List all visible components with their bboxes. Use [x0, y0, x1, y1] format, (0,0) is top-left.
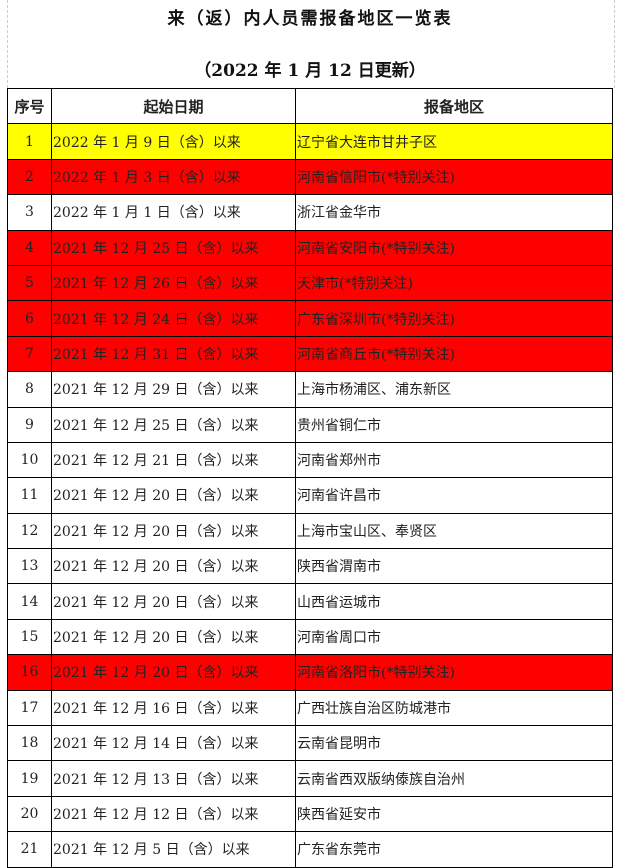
page-subtitle: （2022 年 1 月 12 日更新） [194, 61, 426, 81]
cell-region[interactable]: 河南省郑州市 [295, 441, 613, 479]
cell-date[interactable]: 2021 年 12 月 21 日（含）以来 [51, 441, 296, 479]
cell-region[interactable]: 河南省许昌市 [295, 477, 613, 514]
cell-region[interactable]: 河南省商丘市(*特别关注) [295, 335, 613, 373]
cell-no[interactable]: 7 [7, 335, 52, 373]
cell-date[interactable]: 2021 年 12 月 20 日（含）以来 [51, 618, 296, 656]
table-row: 17 2021 年 12 月 16 日（含）以来 广西壮族自治区防城港市 [7, 689, 613, 727]
cell-no[interactable]: 11 [7, 477, 52, 514]
cell-region[interactable]: 广东省深圳市(*特别关注) [295, 300, 613, 337]
cell-region[interactable]: 河南省安阳市(*特别关注) [295, 229, 613, 266]
cell-no[interactable]: 10 [7, 441, 52, 479]
table-row: 20 2021 年 12 月 12 日（含）以来 陕西省延安市 [7, 795, 613, 833]
cell-no[interactable]: 15 [7, 618, 52, 656]
table-row: 8 2021 年 12 月 29 日（含）以来 上海市杨浦区、浦东新区 [7, 371, 613, 408]
table-row: 7 2021 年 12 月 31 日（含）以来 河南省商丘市(*特别关注) [7, 335, 613, 373]
page-title: 来（返）内人员需报备地区一览表 [167, 9, 453, 29]
table-row: 6 2021 年 12 月 24 日（含）以来 广东省深圳市(*特别关注) [7, 300, 613, 337]
cell-region[interactable]: 陕西省渭南市 [295, 548, 613, 585]
cell-region[interactable]: 河南省洛阳市(*特别关注) [295, 654, 613, 691]
table-row: 16 2021 年 12 月 20 日（含）以来 河南省洛阳市(*特别关注) [7, 654, 613, 691]
cell-no[interactable]: 9 [7, 406, 52, 443]
cell-region[interactable]: 山西省运城市 [295, 583, 613, 620]
cell-region[interactable]: 广西壮族自治区防城港市 [295, 689, 613, 727]
table-row: 15 2021 年 12 月 20 日（含）以来 河南省周口市 [7, 618, 613, 656]
table-row: 13 2021 年 12 月 20 日（含）以来 陕西省渭南市 [7, 548, 613, 585]
table-row: 3 2022 年 1 月 1 日（含）以来 浙江省金华市 [7, 194, 613, 231]
cell-date[interactable]: 2022 年 1 月 3 日（含）以来 [51, 158, 296, 196]
table-row: 21 2021 年 12 月 5 日（含）以来 广东省东莞市 [7, 831, 613, 868]
table-row: 2 2022 年 1 月 3 日（含）以来 河南省信阳市(*特别关注) [7, 158, 613, 196]
table-row: 11 2021 年 12 月 20 日（含）以来 河南省许昌市 [7, 477, 613, 514]
cell-region[interactable]: 贵州省铜仁市 [295, 406, 613, 443]
table-row: 4 2021 年 12 月 25 日（含）以来 河南省安阳市(*特别关注) [7, 229, 613, 266]
cell-no[interactable]: 2 [7, 158, 52, 196]
cell-date[interactable]: 2021 年 12 月 5 日（含）以来 [51, 831, 296, 868]
cell-date[interactable]: 2021 年 12 月 13 日（含）以来 [51, 760, 296, 797]
cell-date[interactable]: 2021 年 12 月 14 日（含）以来 [51, 725, 296, 762]
cell-date[interactable]: 2021 年 12 月 20 日（含）以来 [51, 548, 296, 585]
cell-no[interactable]: 5 [7, 264, 52, 302]
table-row: 5 2021 年 12 月 26 日（含）以来 天津市(*特别关注) [7, 264, 613, 302]
cell-region[interactable]: 天津市(*特别关注) [295, 264, 613, 302]
cell-date[interactable]: 2022 年 1 月 1 日（含）以来 [51, 194, 296, 231]
cell-date[interactable]: 2021 年 12 月 24 日（含）以来 [51, 300, 296, 337]
cell-no[interactable]: 4 [7, 229, 52, 266]
cell-date[interactable]: 2021 年 12 月 20 日（含）以来 [51, 583, 296, 620]
cell-date[interactable]: 2021 年 12 月 26 日（含）以来 [51, 264, 296, 302]
cell-no[interactable]: 18 [7, 725, 52, 762]
cell-region[interactable]: 陕西省延安市 [295, 795, 613, 833]
cell-date[interactable]: 2021 年 12 月 20 日（含）以来 [51, 654, 296, 691]
cell-no[interactable]: 17 [7, 689, 52, 727]
header-region[interactable]: 报备地区 [295, 87, 613, 125]
cell-region[interactable]: 辽宁省大连市甘井子区 [295, 123, 613, 160]
header-no[interactable]: 序号 [7, 87, 52, 125]
cell-region[interactable]: 上海市杨浦区、浦东新区 [295, 371, 613, 408]
cell-date[interactable]: 2021 年 12 月 20 日（含）以来 [51, 477, 296, 514]
table-row: 9 2021 年 12 月 25 日（含）以来 贵州省铜仁市 [7, 406, 613, 443]
cell-date[interactable]: 2021 年 12 月 16 日（含）以来 [51, 689, 296, 727]
cell-no[interactable]: 14 [7, 583, 52, 620]
cell-region[interactable]: 河南省周口市 [295, 618, 613, 656]
cell-date[interactable]: 2021 年 12 月 25 日（含）以来 [51, 229, 296, 266]
table-row: 10 2021 年 12 月 21 日（含）以来 河南省郑州市 [7, 441, 613, 479]
cell-date[interactable]: 2021 年 12 月 12 日（含）以来 [51, 795, 296, 833]
cell-no[interactable]: 1 [7, 123, 52, 160]
page-guide [7, 0, 8, 88]
cell-no[interactable]: 21 [7, 831, 52, 868]
cell-date[interactable]: 2021 年 12 月 29 日（含）以来 [51, 371, 296, 408]
table-row: 19 2021 年 12 月 13 日（含）以来 云南省西双版纳傣族自治州 [7, 760, 613, 797]
cell-region[interactable]: 上海市宝山区、奉贤区 [295, 512, 613, 550]
page-guide [614, 0, 615, 88]
cell-no[interactable]: 12 [7, 512, 52, 550]
cell-no[interactable]: 8 [7, 371, 52, 408]
cell-no[interactable]: 19 [7, 760, 52, 797]
region-table: 序号 起始日期 报备地区 1 2022 年 1 月 9 日（含）以来 辽宁省大连市甘… [7, 87, 613, 868]
cell-region[interactable]: 云南省西双版纳傣族自治州 [295, 760, 613, 797]
cell-date[interactable]: 2021 年 12 月 31 日（含）以来 [51, 335, 296, 373]
cell-no[interactable]: 13 [7, 548, 52, 585]
header-date[interactable]: 起始日期 [51, 87, 296, 125]
cell-no[interactable]: 6 [7, 300, 52, 337]
table-row: 14 2021 年 12 月 20 日（含）以来 山西省运城市 [7, 583, 613, 620]
cell-no[interactable]: 20 [7, 795, 52, 833]
cell-no[interactable]: 16 [7, 654, 52, 691]
cell-date[interactable]: 2022 年 1 月 9 日（含）以来 [51, 123, 296, 160]
table-row: 18 2021 年 12 月 14 日（含）以来 云南省昆明市 [7, 725, 613, 762]
cell-region[interactable]: 浙江省金华市 [295, 194, 613, 231]
cell-region[interactable]: 河南省信阳市(*特别关注) [295, 158, 613, 196]
cell-no[interactable]: 3 [7, 194, 52, 231]
table-row: 12 2021 年 12 月 20 日（含）以来 上海市宝山区、奉贤区 [7, 512, 613, 550]
cell-date[interactable]: 2021 年 12 月 25 日（含）以来 [51, 406, 296, 443]
cell-region[interactable]: 云南省昆明市 [295, 725, 613, 762]
cell-region[interactable]: 广东省东莞市 [295, 831, 613, 868]
cell-date[interactable]: 2021 年 12 月 20 日（含）以来 [51, 512, 296, 550]
header-row: 序号 起始日期 报备地区 [7, 87, 613, 125]
table-row: 1 2022 年 1 月 9 日（含）以来 辽宁省大连市甘井子区 [7, 123, 613, 160]
